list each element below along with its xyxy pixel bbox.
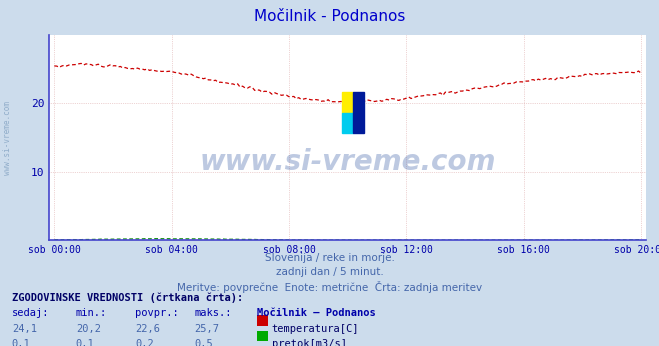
Text: pretok[m3/s]: pretok[m3/s] [272, 339, 347, 346]
Text: min.:: min.: [76, 308, 107, 318]
Text: Močilnik – Podnanos: Močilnik – Podnanos [257, 308, 376, 318]
Text: ZGODOVINSKE VREDNOSTI (črtkana črta):: ZGODOVINSKE VREDNOSTI (črtkana črta): [12, 292, 243, 303]
Text: 0,5: 0,5 [194, 339, 213, 346]
Text: 20,2: 20,2 [76, 324, 101, 334]
Text: Meritve: povprečne  Enote: metrične  Črta: zadnja meritev: Meritve: povprečne Enote: metrične Črta:… [177, 281, 482, 293]
Text: 22,6: 22,6 [135, 324, 160, 334]
Text: Močilnik - Podnanos: Močilnik - Podnanos [254, 9, 405, 24]
Bar [341, 92, 353, 113]
Text: Slovenija / reke in morje.: Slovenija / reke in morje. [264, 253, 395, 263]
Text: 0,1: 0,1 [12, 339, 30, 346]
Text: 24,1: 24,1 [12, 324, 37, 334]
Text: www.si-vreme.com: www.si-vreme.com [200, 148, 496, 176]
Text: temperatura[C]: temperatura[C] [272, 324, 359, 334]
Text: povpr.:: povpr.: [135, 308, 179, 318]
Text: 0,1: 0,1 [76, 339, 94, 346]
Bar [341, 113, 353, 134]
Bar [353, 92, 364, 134]
Text: www.si-vreme.com: www.si-vreme.com [3, 101, 13, 175]
Text: 0,2: 0,2 [135, 339, 154, 346]
Text: 25,7: 25,7 [194, 324, 219, 334]
Text: sedaj:: sedaj: [12, 308, 49, 318]
Text: maks.:: maks.: [194, 308, 232, 318]
Text: zadnji dan / 5 minut.: zadnji dan / 5 minut. [275, 267, 384, 277]
